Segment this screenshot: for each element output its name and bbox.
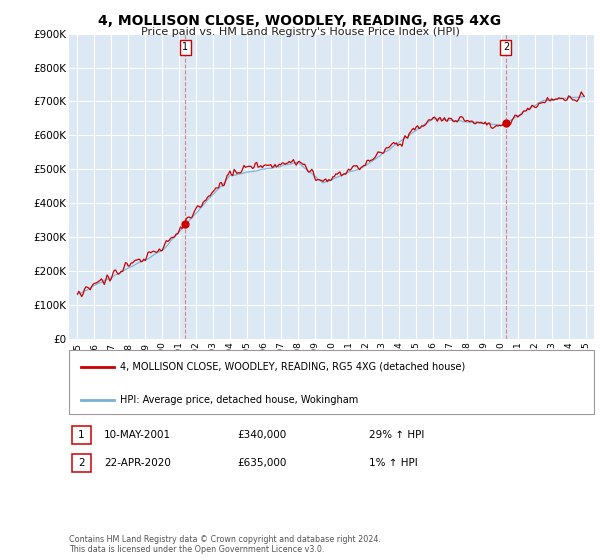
Text: 4, MOLLISON CLOSE, WOODLEY, READING, RG5 4XG (detached house): 4, MOLLISON CLOSE, WOODLEY, READING, RG5…	[120, 362, 465, 372]
Text: 29% ↑ HPI: 29% ↑ HPI	[369, 430, 424, 440]
Text: 10-MAY-2001: 10-MAY-2001	[104, 430, 171, 440]
Text: 1% ↑ HPI: 1% ↑ HPI	[369, 458, 418, 468]
Text: 22-APR-2020: 22-APR-2020	[104, 458, 170, 468]
Text: 2: 2	[78, 458, 85, 468]
Text: 1: 1	[182, 43, 188, 52]
Text: 4, MOLLISON CLOSE, WOODLEY, READING, RG5 4XG: 4, MOLLISON CLOSE, WOODLEY, READING, RG5…	[98, 14, 502, 28]
Text: Price paid vs. HM Land Registry's House Price Index (HPI): Price paid vs. HM Land Registry's House …	[140, 27, 460, 37]
Text: 2: 2	[503, 43, 509, 52]
Text: 1: 1	[78, 430, 85, 440]
Text: £635,000: £635,000	[237, 458, 286, 468]
Text: HPI: Average price, detached house, Wokingham: HPI: Average price, detached house, Woki…	[120, 395, 358, 405]
Text: £340,000: £340,000	[237, 430, 286, 440]
Text: Contains HM Land Registry data © Crown copyright and database right 2024.
This d: Contains HM Land Registry data © Crown c…	[69, 535, 381, 554]
